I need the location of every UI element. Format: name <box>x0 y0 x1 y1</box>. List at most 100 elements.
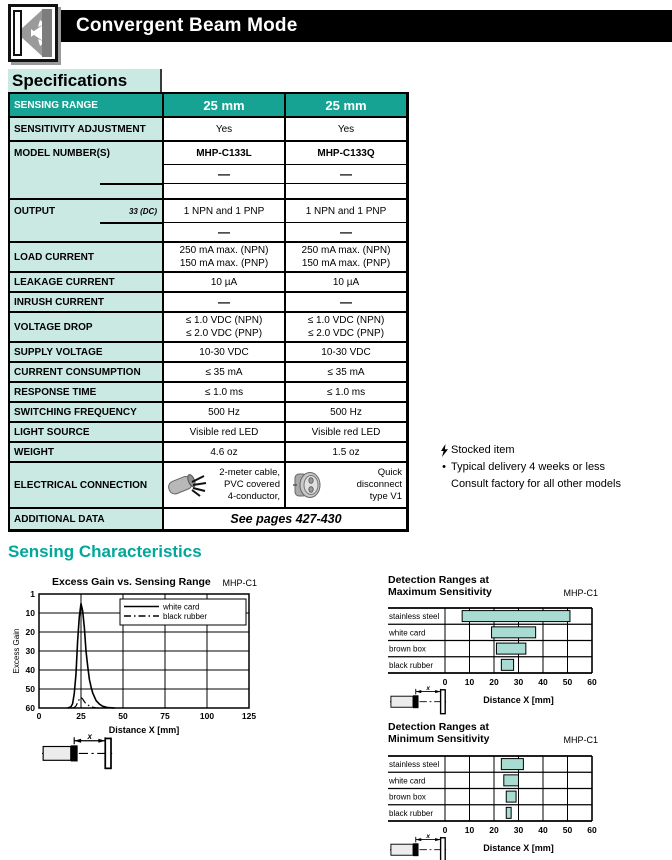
svg-text:20: 20 <box>489 825 499 835</box>
row-label <box>10 164 162 185</box>
det-min-plot-svg: stainless steel white card brown box black … <box>388 755 597 860</box>
svg-text:50: 50 <box>118 711 128 721</box>
detection-max-plot: stainless steel white card brown box black … <box>388 600 613 737</box>
svg-text:black rubber: black rubber <box>389 661 433 670</box>
note-stocked: Stocked item <box>437 442 621 459</box>
svg-text:Excess Gain: Excess Gain <box>12 629 21 674</box>
chart-title-text: Detection Ranges at Maximum Sensitivity <box>388 574 492 598</box>
table-row-blank-dash: — — <box>10 164 406 185</box>
connection-text: Quick disconnect type V1 <box>356 467 402 502</box>
detection-min-chart-title: Detection Ranges at Minimum Sensitivity … <box>388 721 598 745</box>
cell-model2: Quick disconnect type V1 <box>284 463 406 507</box>
svg-text:50: 50 <box>563 677 573 687</box>
table-row-blank-dash: — — <box>10 222 406 241</box>
cell-model2: — <box>284 293 406 311</box>
chart-model-label: MHP-C1 <box>222 578 257 588</box>
cell-model1: 2-meter cable, PVC covered 4-conductor, <box>162 463 284 507</box>
svg-text:x: x <box>86 733 92 741</box>
svg-text:10: 10 <box>26 608 36 618</box>
bullet-icon: • <box>442 461 446 473</box>
output-note: 33 (DC) <box>128 206 157 216</box>
cell-model2: 1.5 oz <box>284 443 406 461</box>
cell-model1: ≤ 1.0 VDC (NPN) ≤ 2.0 VDC (PNP) <box>162 313 284 341</box>
svg-text:125: 125 <box>242 711 256 721</box>
cell-model2: — <box>284 222 406 241</box>
cell-model1: — <box>162 164 284 183</box>
chart-title-text: Detection Ranges at Minimum Sensitivity <box>388 721 490 745</box>
cell-model2: Visible red LED <box>284 423 406 441</box>
table-row-sensing-range: SENSING RANGE 25 mm 25 mm <box>10 94 406 116</box>
chart-title-text: Excess Gain vs. Sensing Range <box>52 576 211 588</box>
svg-text:40: 40 <box>538 825 548 835</box>
table-row-electrical-connection: ELECTRICAL CONNECTION 2-meter cable, PVC… <box>10 461 406 507</box>
partial-divider <box>100 222 162 224</box>
svg-text:white card: white card <box>388 776 425 785</box>
sensor-diagram-icon: x <box>38 732 128 780</box>
row-label: SUPPLY VOLTAGE <box>10 343 162 361</box>
row-label: RESPONSE TIME <box>10 383 162 401</box>
cell-model1: 10 µA <box>162 273 284 291</box>
cell-model1: 25 mm <box>162 94 284 116</box>
row-label: OUTPUT 33 (DC) <box>10 200 162 224</box>
cell-additional-data: See pages 427-430 <box>162 509 408 529</box>
chart-model-label: MHP-C1 <box>563 588 598 598</box>
svg-text:1: 1 <box>30 590 35 599</box>
svg-text:20: 20 <box>489 677 499 687</box>
cell-model1: 500 Hz <box>162 403 284 421</box>
cell-model1: 1 NPN and 1 PNP <box>162 200 284 222</box>
svg-text:x: x <box>425 833 430 840</box>
cell-model2: ≤ 35 mA <box>284 363 406 381</box>
chart-model-label: MHP-C1 <box>563 735 598 745</box>
partial-divider <box>100 183 162 185</box>
cell-model2: 10 µA <box>284 273 406 291</box>
svg-text:stainless steel: stainless steel <box>389 760 439 769</box>
detection-max-chart-title: Detection Ranges at Maximum Sensitivity … <box>388 574 598 598</box>
cell-model2: — <box>284 164 406 183</box>
cell-model2: MHP-C133Q <box>284 142 406 164</box>
table-row-leakage-current: LEAKAGE CURRENT 10 µA 10 µA <box>10 271 406 291</box>
svg-text:0: 0 <box>37 711 42 721</box>
cell-model2: 1 NPN and 1 PNP <box>284 200 406 222</box>
table-row-response-time: RESPONSE TIME ≤ 1.0 ms ≤ 1.0 ms <box>10 381 406 401</box>
cable-icon <box>168 474 207 497</box>
row-label: ELECTRICAL CONNECTION <box>10 463 162 507</box>
note-delivery-text: Typical delivery 4 weeks or less <box>451 461 606 473</box>
row-label: LEAKAGE CURRENT <box>10 273 162 291</box>
svg-text:stainless steel: stainless steel <box>389 612 439 621</box>
row-label: LIGHT SOURCE <box>10 423 162 441</box>
svg-text:50: 50 <box>26 684 36 694</box>
table-row-model-number: MODEL NUMBER(S) MHP-C133L MHP-C133Q <box>10 140 406 164</box>
table-row-output: OUTPUT 33 (DC) 1 NPN and 1 PNP 1 NPN and… <box>10 198 406 224</box>
svg-text:60: 60 <box>587 677 597 687</box>
cell-model1: Visible red LED <box>162 423 284 441</box>
cell-model2 <box>284 183 406 198</box>
table-row-voltage-drop: VOLTAGE DROP ≤ 1.0 VDC (NPN) ≤ 2.0 VDC (… <box>10 311 406 341</box>
convergent-beam-icon <box>8 4 58 62</box>
svg-text:10: 10 <box>465 825 475 835</box>
svg-text:black rubber: black rubber <box>389 809 433 818</box>
header-bar: Convergent Beam Mode <box>46 10 672 42</box>
svg-text:40: 40 <box>538 677 548 687</box>
svg-text:50: 50 <box>563 825 573 835</box>
row-label <box>10 183 162 198</box>
excess-gain-plot-svg: 1 10 20 30 40 50 600 25 50 75 100 125 white cardblac… <box>12 589 256 735</box>
cell-model2: 500 Hz <box>284 403 406 421</box>
connection-text: 2-meter cable, PVC covered 4-conductor, <box>219 467 280 502</box>
specifications-table: SENSING RANGE 25 mm 25 mm SENSITIVITY AD… <box>8 92 409 532</box>
cell-model1 <box>162 183 284 198</box>
svg-text:Distance X [mm]: Distance X [mm] <box>483 843 554 853</box>
svg-text:30: 30 <box>26 646 36 656</box>
svg-text:25: 25 <box>76 711 86 721</box>
row-label: MODEL NUMBER(S) <box>10 142 162 164</box>
cell-model1: MHP-C133L <box>162 142 284 164</box>
cell-model1: Yes <box>162 118 284 140</box>
row-label: CURRENT CONSUMPTION <box>10 363 162 381</box>
table-row-sensitivity: SENSITIVITY ADJUSTMENT Yes Yes <box>10 116 406 140</box>
cell-model2: ≤ 1.0 ms <box>284 383 406 401</box>
cell-model2: 25 mm <box>284 94 406 116</box>
cell-model1: ≤ 1.0 ms <box>162 383 284 401</box>
svg-text:40: 40 <box>26 665 36 675</box>
table-row-current-consumption: CURRENT CONSUMPTION ≤ 35 mA ≤ 35 mA <box>10 361 406 381</box>
cell-model2: 250 mA max. (NPN) 150 mA max. (PNP) <box>284 243 406 271</box>
row-label: INRUSH CURRENT <box>10 293 162 311</box>
